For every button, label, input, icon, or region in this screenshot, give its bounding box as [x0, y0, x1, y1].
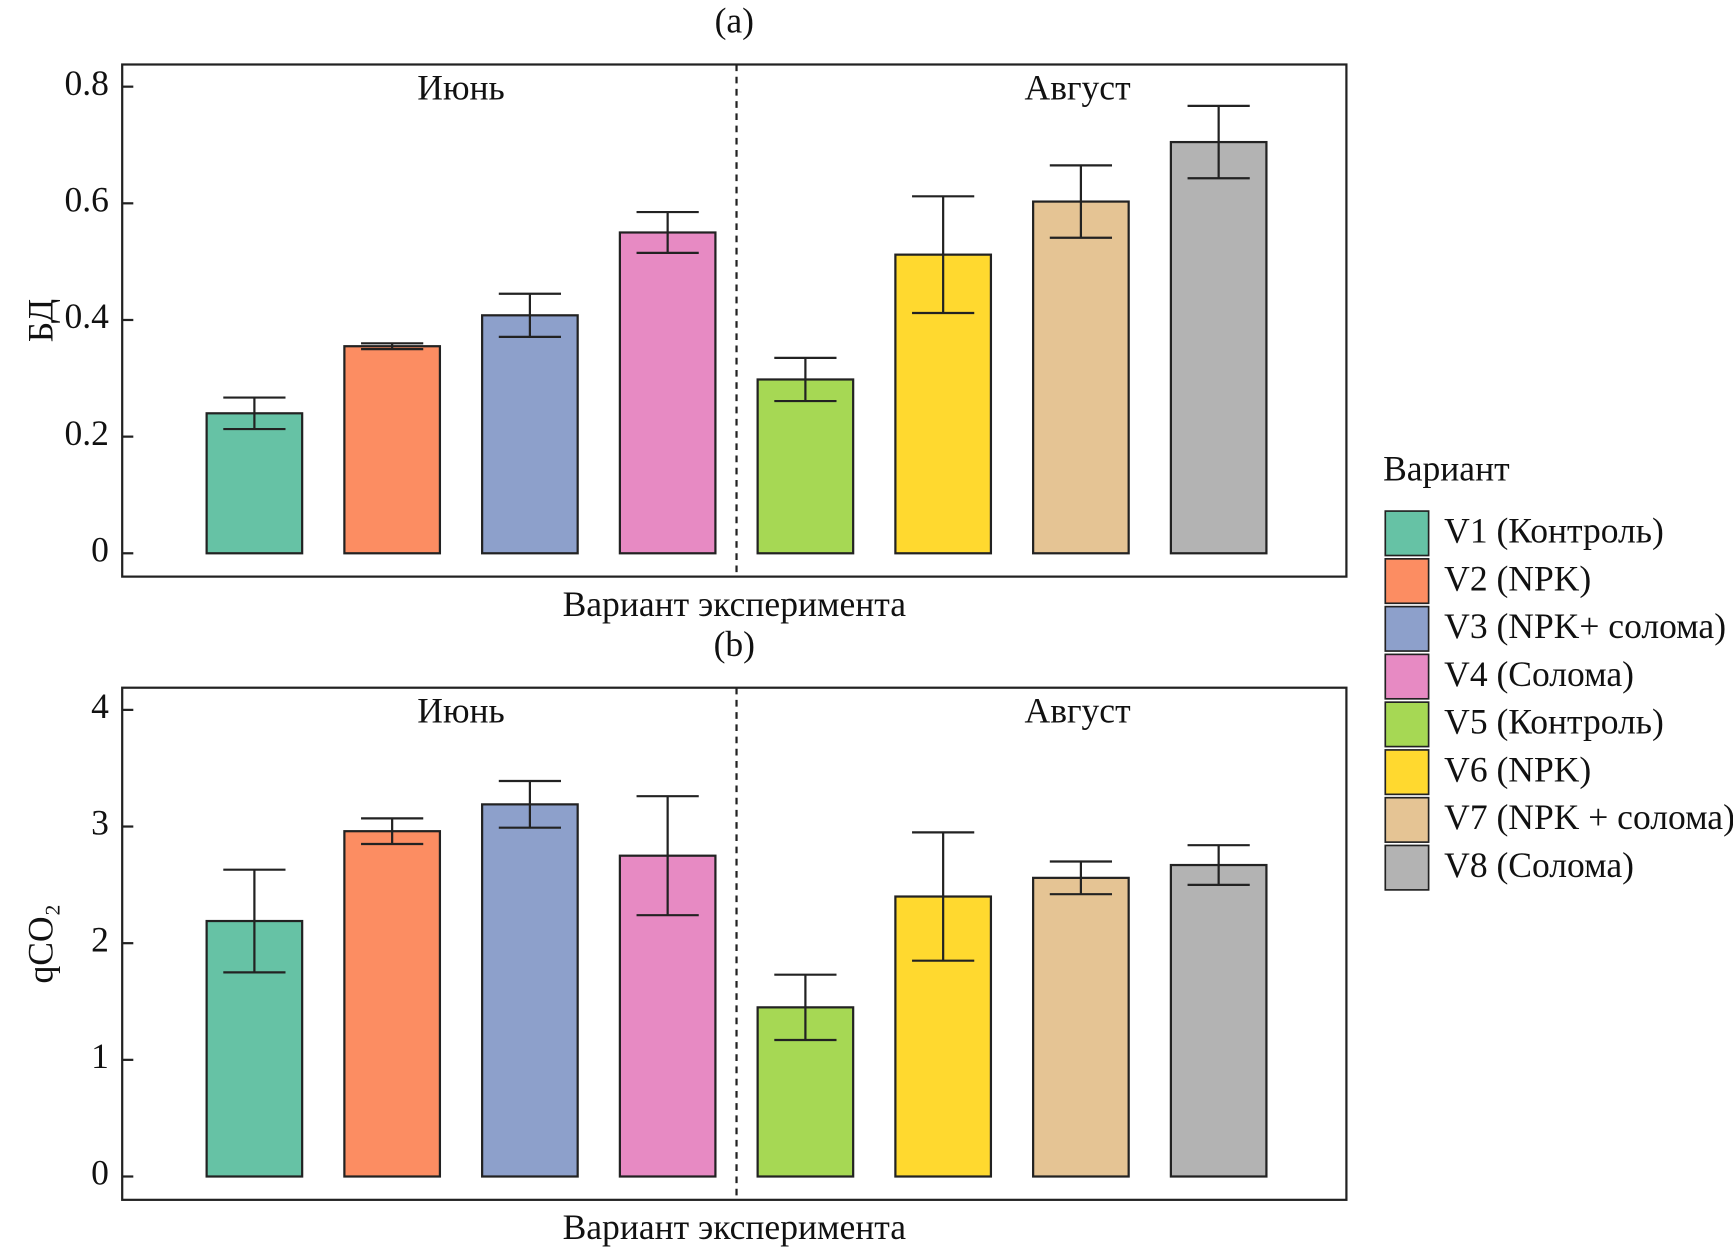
bar — [1169, 140, 1268, 555]
plot-frame — [121, 686, 1348, 1201]
error-bar — [223, 396, 286, 431]
y-tick-label: 3 — [91, 803, 109, 843]
bar — [481, 314, 579, 555]
panel-title: (b) — [714, 624, 755, 664]
legend-label: V3 (NPK+ солома) — [1444, 606, 1726, 646]
error-bar — [498, 779, 562, 829]
error-bar — [1187, 844, 1250, 886]
legend-label: V1 (Контроль) — [1444, 511, 1664, 551]
group-label: Июнь — [417, 691, 504, 731]
legend-swatch — [1384, 844, 1430, 891]
legend-swatch — [1384, 701, 1430, 748]
legend-label: V7 (NPK + солома) — [1444, 797, 1733, 837]
y-axis-label: qCO₂ — [21, 904, 61, 984]
legend-label: V4 (Солома) — [1444, 654, 1634, 694]
group-label: Август — [1025, 67, 1131, 107]
error-bar — [912, 831, 975, 962]
legend-swatch — [1384, 558, 1430, 605]
error-bar — [912, 195, 975, 315]
y-tick-label: 0 — [91, 1153, 109, 1193]
y-tick-label: 2 — [91, 919, 109, 959]
y-tick-label: 0.4 — [64, 296, 109, 336]
bar — [1169, 863, 1268, 1178]
y-tick-label: 0 — [91, 529, 109, 569]
bar — [756, 378, 855, 555]
x-axis-label: Вариант эксперимента — [563, 584, 907, 624]
plot-frame — [121, 63, 1348, 578]
legend-swatch — [1384, 796, 1430, 843]
group-label: Июнь — [417, 67, 504, 107]
error-bar — [636, 795, 699, 917]
legend-label: V8 (Солома) — [1444, 845, 1634, 885]
error-bar — [498, 292, 562, 339]
bar — [618, 231, 717, 555]
y-tick-label: 4 — [91, 686, 109, 726]
legend-swatch — [1384, 510, 1430, 557]
bar — [1032, 200, 1130, 555]
error-bar — [1049, 860, 1113, 896]
legend-title: Вариант — [1383, 448, 1510, 488]
error-bar — [1049, 164, 1113, 239]
y-tick-label: 0.6 — [64, 179, 108, 219]
x-axis-label: Вариант эксперимента — [563, 1207, 907, 1247]
bar — [205, 412, 304, 555]
panel-title: (a) — [715, 1, 754, 41]
legend-swatch — [1384, 653, 1430, 700]
error-bar — [1187, 104, 1250, 180]
group-label: Август — [1025, 691, 1131, 731]
legend-label: V6 (NPK) — [1444, 749, 1591, 789]
y-tick-label: 0.2 — [64, 413, 108, 453]
y-axis-label: БД — [21, 299, 61, 342]
error-bar — [361, 342, 424, 351]
error-bar — [223, 868, 286, 974]
bar — [1032, 876, 1130, 1178]
bar — [343, 830, 442, 1178]
bar — [343, 345, 442, 555]
error-bar — [774, 356, 837, 403]
bar — [481, 803, 579, 1178]
legend-label: V5 (Контроль) — [1444, 702, 1664, 742]
y-tick-label: 0.8 — [64, 63, 108, 103]
error-bar — [774, 973, 837, 1042]
legend-label: V2 (NPK) — [1444, 558, 1591, 598]
error-bar — [636, 210, 699, 255]
legend-swatch — [1384, 749, 1430, 796]
legend-swatch — [1384, 605, 1430, 652]
y-tick-label: 1 — [91, 1036, 109, 1076]
error-bar — [361, 817, 424, 846]
